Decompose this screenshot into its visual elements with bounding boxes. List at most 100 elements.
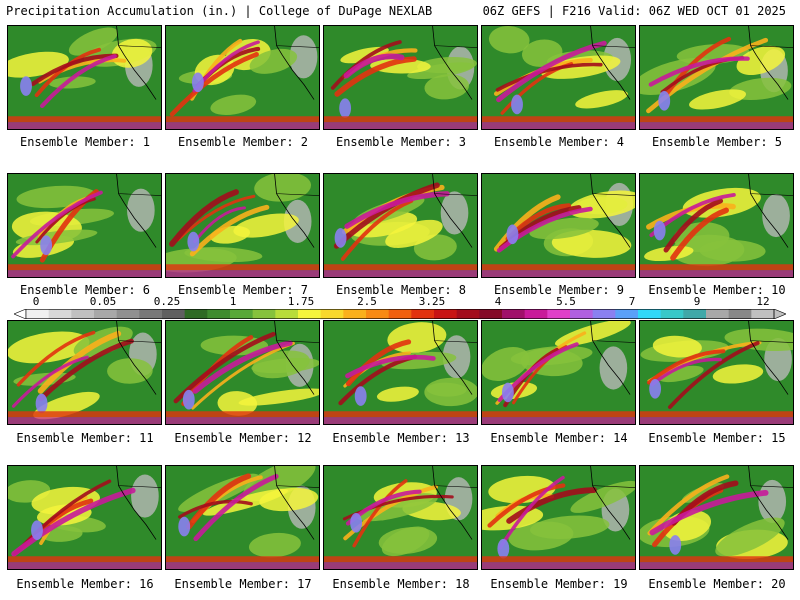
colorbar-swatch [207,309,231,319]
colorbar-swatch [275,309,299,319]
ensemble-member-map [7,173,162,278]
heavy-precip-core [669,535,682,555]
border-line [434,485,477,488]
precip-swath [238,388,319,406]
dry-area [442,335,471,379]
colorbar-swatch [434,309,458,319]
coastline [116,321,157,395]
border-line [276,485,319,488]
dry-area [289,35,318,79]
tropical-band [482,562,635,569]
heavy-precip-core [511,94,523,115]
tropical-band [482,556,635,563]
coastline [432,321,473,395]
precip-swath [530,515,610,539]
dry-area [440,191,469,235]
tropical-band [324,264,477,271]
tropical-band [324,116,477,123]
precip-band [169,52,259,117]
colorbar-swatch [94,309,118,319]
colorbar-tick-label: 0.25 [153,295,181,308]
precip-swath [570,480,635,513]
heavy-precip-core [501,382,514,403]
precip-band [493,194,561,252]
ensemble-member-map [323,320,478,425]
precip-swath [658,365,704,383]
heavy-precip-core [334,228,347,248]
colorbar-swatch [252,309,276,319]
tropical-band [482,116,635,123]
colorbar-swatch [320,309,344,319]
precip-band [647,349,726,385]
precip-band [30,53,119,86]
ensemble-member-label: Ensemble Member: 17 [174,577,312,591]
colorbar-tick-label: 4 [494,295,502,308]
heavy-precip-core [350,513,363,533]
precip-swath [482,346,530,381]
ensemble-member-label: Ensemble Member: 6 [19,283,151,297]
precip-band [186,473,252,530]
border-line [592,193,635,196]
ensemble-member-map [323,465,478,570]
tropical-band [640,556,793,563]
ensemble-member-map [323,25,478,130]
coastline [748,321,789,395]
tropical-band [166,556,319,563]
colorbar-tick-label: 9 [693,295,701,308]
precip-band [38,338,134,402]
colorbar-max-arrow [773,309,786,319]
colorbar-swatch [343,309,367,319]
coastline [274,174,315,248]
precip-band [11,487,136,557]
border-line [276,193,319,196]
ensemble-member-label: Ensemble Member: 3 [335,135,467,149]
border-line [118,193,161,196]
ensemble-member-label: Ensemble Member: 1 [19,135,151,149]
colorbar-swatch [139,309,163,319]
colorbar-tick-label: 12 [756,295,770,308]
border-line [276,340,319,343]
ensemble-member-label: Ensemble Member: 7 [177,283,309,297]
tropical-band [8,264,161,271]
tropical-band [8,411,161,418]
tropical-band [166,417,319,424]
ensemble-member-map [481,173,636,278]
precip-band [650,357,722,387]
precip-swath [424,74,470,100]
colorbar-tick-label: 1.75 [287,295,315,308]
colorbar-swatch [728,309,752,319]
ensemble-member-map [165,25,320,130]
colorbar-swatch [660,309,684,319]
ensemble-member-map [639,465,794,570]
precip-band [16,330,96,387]
coastline [590,466,631,540]
border-line [276,45,319,48]
ensemble-member-label: Ensemble Member: 13 [332,431,470,445]
colorbar-swatch [706,309,730,319]
colorbar-swatch [638,309,662,319]
precip-swath [184,247,263,263]
ensemble-member-map [481,25,636,130]
precip-swath [488,26,530,54]
precip-swath [217,391,258,416]
map-title: Precipitation Accumulation (in.) | Colle… [6,4,433,18]
precip-swath [712,364,764,384]
ensemble-member-label: Ensemble Member: 16 [16,577,154,591]
precip-band [647,474,730,536]
tropical-band [8,122,161,129]
ensemble-member-label: Ensemble Member: 19 [490,577,628,591]
ensemble-member-label: Ensemble Member: 9 [493,283,625,297]
precip-swath [378,527,438,554]
precip-band [496,206,593,253]
precip-swath [575,90,628,109]
colorbar-swatch [411,309,435,319]
border-line [750,193,793,196]
tropical-band [324,556,477,563]
precip-band [487,483,566,528]
precip-band [178,499,253,519]
heavy-precip-core [506,224,519,245]
precip-band [39,54,117,109]
ensemble-member-map [639,25,794,130]
precip-band [169,189,239,247]
tropical-band [166,122,319,129]
